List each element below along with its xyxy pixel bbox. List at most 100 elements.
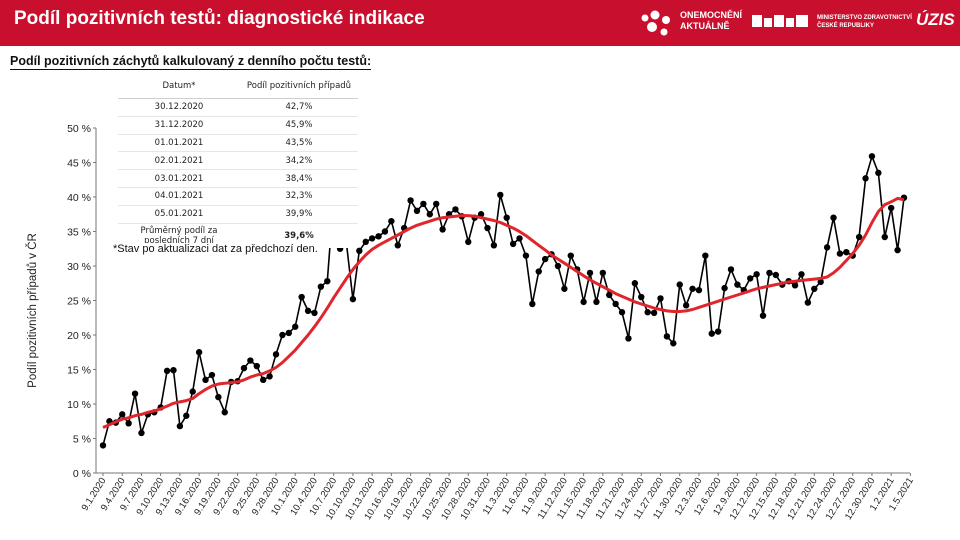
data-point (714, 328, 722, 335)
data-point (798, 271, 805, 278)
table-header-row: Datum* Podíl pozitivních případů (118, 74, 358, 99)
table-average-row: Průměrný podíl za posledních 7 dní 39,6% (118, 224, 358, 248)
data-point (138, 429, 145, 437)
y-axis-title: Podíl pozitivních případů v ČR (26, 233, 39, 388)
data-point (202, 376, 209, 384)
data-point (490, 242, 498, 249)
data-point (215, 393, 222, 401)
data-point (561, 285, 568, 292)
data-point (708, 330, 715, 337)
data-point (753, 271, 760, 278)
data-point (631, 280, 639, 287)
data-point (253, 362, 260, 370)
moving-average-line (102, 196, 905, 429)
table-row: 04.01.2021 32,3% (118, 188, 358, 206)
data-point (99, 442, 107, 449)
footnote: *Stav po aktualizaci dat za předchozí de… (111, 243, 320, 255)
data-point (131, 390, 139, 397)
table-row: 05.01.2021 39,9% (118, 206, 358, 224)
data-point (721, 284, 728, 292)
y-tick-label: 30 % (67, 261, 91, 273)
data-point (747, 275, 754, 282)
data-point (368, 235, 376, 242)
data-point (420, 200, 427, 208)
data-point (292, 323, 299, 330)
ministry-mark-icon (752, 15, 808, 27)
y-tick-label: 15 % (67, 365, 91, 377)
row-share: 39,9% (285, 209, 313, 220)
table-row: 03.01.2021 38,4% (118, 170, 358, 188)
data-point (394, 242, 401, 249)
data-point (413, 207, 421, 214)
y-tick-label: 20 % (67, 330, 91, 342)
data-point (766, 269, 773, 277)
data-point (676, 281, 683, 288)
data-point (163, 367, 171, 375)
table-row: 31.12.2020 45,9% (118, 117, 358, 135)
data-point (682, 302, 690, 309)
data-point (509, 240, 517, 248)
data-point (266, 373, 273, 380)
data-point (247, 357, 254, 364)
data-point (452, 206, 459, 213)
data-point (830, 214, 837, 221)
data-point (272, 351, 280, 358)
y-tick-label: 25 % (67, 296, 91, 308)
data-point (426, 211, 434, 218)
data-point (125, 420, 132, 427)
data-point (875, 169, 882, 177)
row-date: 30.12.2020 (154, 102, 204, 113)
data-point (522, 252, 530, 259)
data-point (260, 376, 267, 384)
col-share-header: Podíl pozitivních případů (246, 81, 352, 91)
row-share: 34,2% (285, 155, 313, 166)
data-point (836, 250, 844, 257)
data-point (317, 283, 325, 290)
data-point (183, 412, 190, 419)
data-point (208, 371, 216, 379)
row-share: 32,3% (285, 191, 313, 202)
data-point (804, 299, 812, 306)
summary-table: Datum* Podíl pozitivních případů 30.12.2… (118, 74, 358, 248)
data-point (606, 291, 613, 299)
y-tick-label: 35 % (67, 227, 91, 239)
data-point (670, 340, 677, 347)
data-point (862, 175, 869, 182)
y-tick-label: 40 % (67, 192, 91, 204)
data-point (497, 191, 504, 199)
data-point (465, 238, 472, 246)
header-bar: Podíl pozitivních testů: diagnostické in… (0, 0, 960, 46)
logo-mz-line2: ČESKÉ REPUBLIKY (817, 23, 875, 29)
data-point (695, 286, 703, 294)
data-point (407, 197, 414, 204)
row-date: 01.01.2021 (154, 137, 204, 148)
data-point (311, 309, 318, 317)
row-share: 38,4% (285, 173, 313, 184)
logo-oa-line1: ONEMOCNĚNÍ (680, 10, 743, 20)
data-point (734, 281, 741, 288)
data-point (221, 409, 228, 416)
row-share: 42,7% (285, 102, 313, 113)
data-point (657, 295, 664, 302)
data-point (381, 228, 389, 235)
row-date: 03.01.2021 (154, 173, 204, 184)
data-point (433, 200, 440, 208)
y-tick-label: 10 % (67, 399, 91, 411)
row-date: 02.01.2021 (154, 155, 204, 166)
data-point (638, 293, 645, 301)
data-point (586, 269, 594, 277)
row-date: 31.12.2020 (154, 120, 204, 131)
data-point (599, 269, 607, 277)
logo-uzis: ÚZIS (916, 10, 955, 29)
data-point (439, 226, 446, 233)
data-point (324, 277, 331, 285)
dots-logo-icon (641, 10, 670, 36)
data-point (817, 278, 824, 286)
y-tick-label: 5 % (73, 434, 91, 446)
y-tick-label: 0 % (73, 468, 91, 480)
data-point (618, 309, 626, 316)
row-share: 45,9% (285, 120, 313, 131)
chart-subtitle: Podíl pozitivních záchytů kalkulovaný z … (10, 54, 372, 68)
y-tick-label: 50 % (67, 123, 91, 135)
